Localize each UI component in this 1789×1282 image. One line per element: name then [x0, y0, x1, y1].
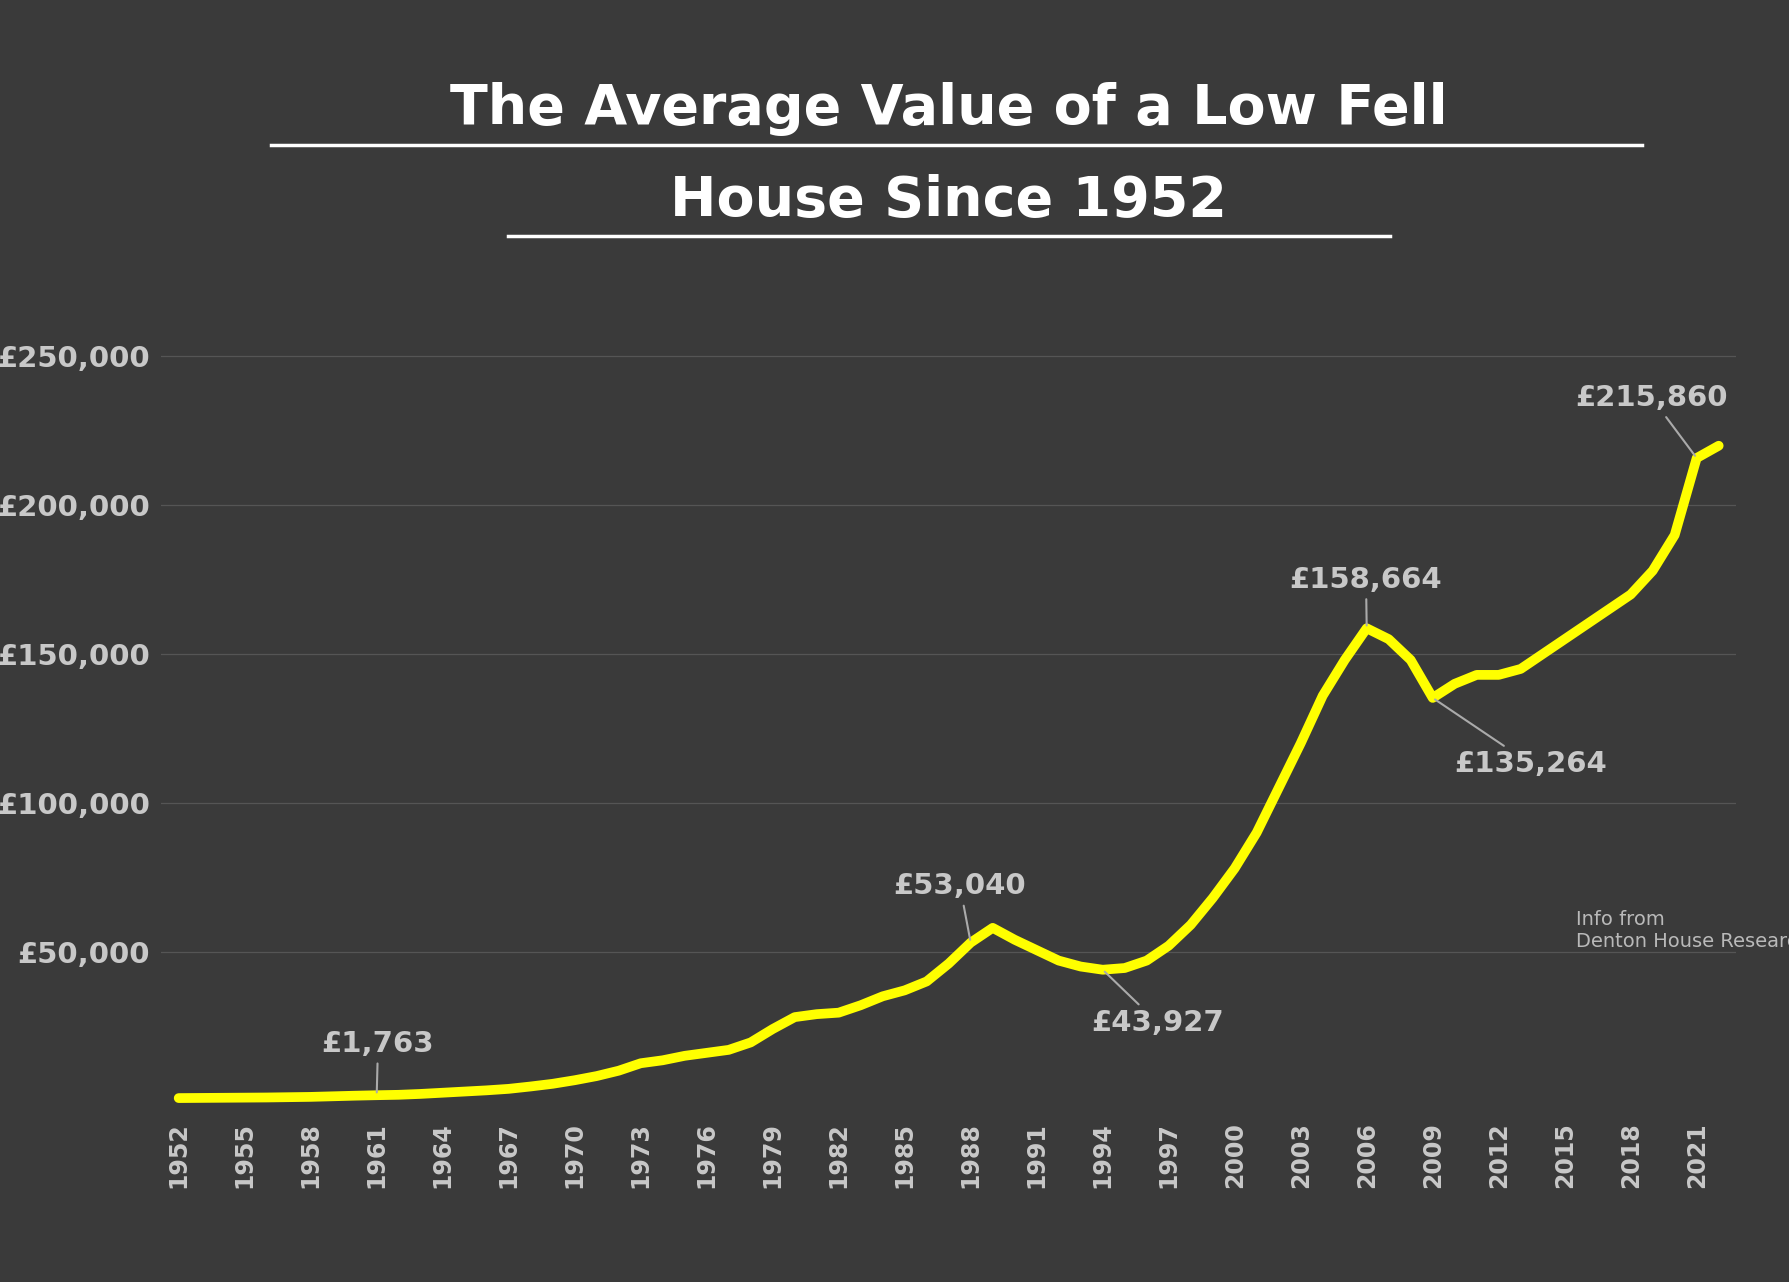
Text: £53,040: £53,040	[893, 872, 1025, 940]
Text: £135,264: £135,264	[1435, 700, 1607, 778]
Text: £43,927: £43,927	[1091, 972, 1224, 1037]
Text: £158,664: £158,664	[1290, 565, 1442, 626]
Text: The Average Value of a Low Fell: The Average Value of a Low Fell	[449, 82, 1447, 136]
Text: £215,860: £215,860	[1574, 385, 1726, 456]
Text: Info from
Denton House Research: Info from Denton House Research	[1574, 910, 1789, 951]
Text: House Since 1952: House Since 1952	[669, 174, 1227, 228]
Text: £1,763: £1,763	[322, 1029, 435, 1092]
